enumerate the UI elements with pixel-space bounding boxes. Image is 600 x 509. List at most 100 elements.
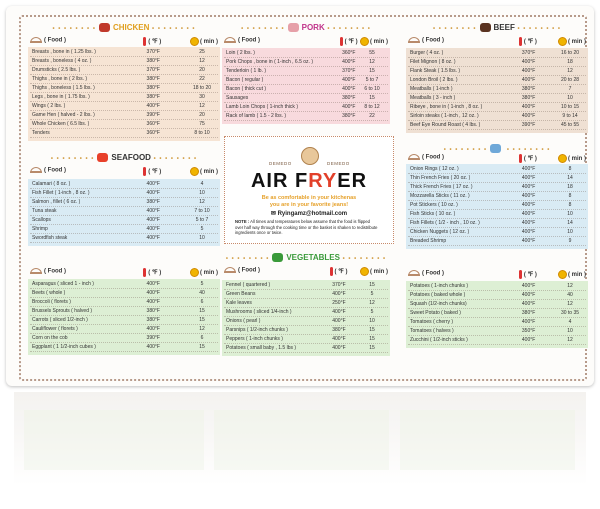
table-row: London Broil ( 2 lbs. ) 400°F 20 to 28 xyxy=(408,76,586,85)
table-row: Game Hen ( halved - 2 lbs. ) 390°F 20 xyxy=(30,111,218,120)
slogan-line: you are in your favorite jeans! xyxy=(269,202,349,208)
table-row: Onion Rings ( 12 oz. ) 400°F 8 xyxy=(408,165,586,174)
min-cell: 15 xyxy=(369,68,375,74)
food-cell: Carrots ( sliced 1/2-inch ) xyxy=(32,317,88,323)
min-cell: 18 xyxy=(567,59,573,65)
timer-icon xyxy=(558,270,567,279)
temp-cell: 390°F xyxy=(146,335,160,341)
temp-cell: 400°F xyxy=(521,220,536,226)
food-cell: Sweet Potato ( baked ) xyxy=(410,310,461,316)
min-cell: 10 xyxy=(567,211,573,217)
divider: • • • • • • • • xyxy=(225,256,270,262)
food-cell: Filet Mignon ( 8 oz. ) xyxy=(410,59,456,65)
temp-cell: 400°F xyxy=(342,86,356,92)
thermometer-icon xyxy=(143,167,147,176)
table-row: Ribeye , bone in ( 1-inch , 8 oz. ) 400°F… xyxy=(408,103,586,112)
section-table-7: ( Food ) ( ℉ ) ( min ) Potatoes ( 1-inch … xyxy=(406,259,588,348)
temp-cell: 400°F xyxy=(342,59,356,65)
temp-cell: 400°F xyxy=(146,326,160,332)
food-header: ( Food ) xyxy=(44,268,66,275)
min-cell: 15 xyxy=(199,344,205,350)
food-cell: Fish Fillet ( 1-inch , 8 oz. ) xyxy=(32,190,90,196)
min-cell: 5 to 7 xyxy=(365,77,379,83)
min-cell: 20 xyxy=(199,67,205,73)
divider: • • • • • • • • xyxy=(443,147,488,153)
min-cell: 10 to 15 xyxy=(560,104,580,110)
food-dome-icon xyxy=(408,270,420,276)
temp-cell: 400°F xyxy=(146,190,160,196)
min-cell: 6 xyxy=(200,335,204,341)
temp-cell: 400°F xyxy=(146,217,160,223)
temp-cell: 400°F xyxy=(521,202,536,208)
food-cell: Flank Steak ( 1.5 lbs. ) xyxy=(410,68,461,74)
food-cell: Thin French Fries ( 20 oz. ) xyxy=(410,175,471,181)
category-icon xyxy=(97,153,109,163)
min-cell: 45 to 55 xyxy=(560,122,580,128)
temp-cell: 370°F xyxy=(146,49,160,55)
food-cell: Legs , bone in ( 1.75 lbs. ) xyxy=(32,94,90,100)
temp-cell: 400°F xyxy=(521,77,536,83)
food-cell: Potatoes ( small baby , 1.5 lbs ) xyxy=(226,345,297,351)
column-headers: ( Food ) ( ℉ ) ( min ) xyxy=(28,266,220,278)
cooking-table: Breasts , bone in ( 1.25 lbs. ) 370°F 25 Br… xyxy=(28,47,220,141)
section-header: • • • • • • • • CHICKEN • • • • • • • • xyxy=(28,22,220,34)
table-row: Potatoes ( small baby , 1.5 lbs ) 400°F 15 xyxy=(224,344,388,353)
table-row: Carrots ( sliced 1/2-inch ) 380°F 15 xyxy=(30,316,218,325)
food-cell: Lamb Loin Chops ( 1-inch thick ) xyxy=(226,104,298,110)
chef-logo-icon xyxy=(301,147,319,165)
reflection-green xyxy=(400,410,575,470)
temp-cell: 370°F xyxy=(332,282,346,288)
food-cell: Loin ( 2 lbs. ) xyxy=(226,50,255,56)
table-row: Tuna steak 400°F 7 to 10 xyxy=(30,207,218,216)
min-header: ( min ) xyxy=(370,39,388,46)
min-cell: 12 xyxy=(369,59,375,65)
temp-cell: 400°F xyxy=(521,113,536,119)
temp-cell: 380°F xyxy=(146,85,160,91)
column-headers: ( Food ) ( ℉ ) ( min ) xyxy=(406,35,588,47)
min-cell: 5 xyxy=(370,291,374,297)
temp-cell: 380°F xyxy=(146,317,160,323)
table-row: Salmon , fillet ( 6 oz. ) 380°F 12 xyxy=(30,198,218,207)
food-cell: Asparagus ( sliced 1 - inch ) xyxy=(32,281,94,287)
temp-cell: 250°F xyxy=(332,300,346,306)
temp-cell: 400°F xyxy=(342,104,356,110)
min-cell: 8 to 10 xyxy=(194,130,210,136)
column-headers: ( Food ) ( ℉ ) ( min ) xyxy=(406,268,588,280)
temp-cell: 400°F xyxy=(521,193,536,199)
temp-cell: 350°F xyxy=(521,328,536,334)
min-cell: 15 xyxy=(369,345,375,351)
min-header: ( min ) xyxy=(568,156,586,163)
table-row: Meatballs ( 3 - inch ) 380°F 10 xyxy=(408,94,586,103)
table-row: Swordfish steak 400°F 10 xyxy=(30,234,218,243)
food-cell: Tenders xyxy=(32,130,50,136)
temp-cell: 400°F xyxy=(521,166,536,172)
table-row: Shrimp 400°F 5 xyxy=(30,225,218,234)
section-header: • • • • • • • • • • • • • • • • xyxy=(406,143,588,155)
table-row: Breasts , bone in ( 1.25 lbs. ) 370°F 25 xyxy=(30,48,218,57)
section-beef: • • • • • • • • BEEF • • • • • • • • ( Fo… xyxy=(406,22,588,133)
temp-cell: 400°F xyxy=(332,309,346,315)
min-cell: 20 xyxy=(199,112,205,118)
min-header: ( min ) xyxy=(568,272,586,279)
email-text: Ryingamz@hotmail.com xyxy=(277,211,348,217)
timer-icon xyxy=(190,167,199,176)
min-cell: 12 xyxy=(199,326,205,332)
divider: • • • • • • • • xyxy=(504,147,551,153)
min-cell: 14 xyxy=(567,175,573,181)
min-cell: 12 xyxy=(567,337,573,343)
timer-icon xyxy=(558,154,567,163)
temp-cell: 400°F xyxy=(521,283,536,289)
food-dome-icon xyxy=(30,167,42,173)
reflection-green xyxy=(24,410,204,470)
table-row: Fennel ( quartered ) 370°F 15 xyxy=(224,281,388,290)
section-title: VEGETABLES xyxy=(286,253,340,262)
food-dome-icon xyxy=(408,154,420,160)
table-row: Thighs , bone in ( 2 lbs. ) 380°F 22 xyxy=(30,75,218,84)
temp-cell: 380°F xyxy=(521,310,536,316)
food-cell: Mushrooms ( sliced 1/4-inch ) xyxy=(226,309,292,315)
divider: • • • • • • • • xyxy=(514,26,561,32)
section-table-4: • • • • • • • • • • • • • • • • ( Food )… xyxy=(406,143,588,249)
temp-cell: 400°F xyxy=(146,181,160,187)
min-header: ( min ) xyxy=(200,169,218,176)
food-cell: Onions ( pearl ) xyxy=(226,318,261,324)
